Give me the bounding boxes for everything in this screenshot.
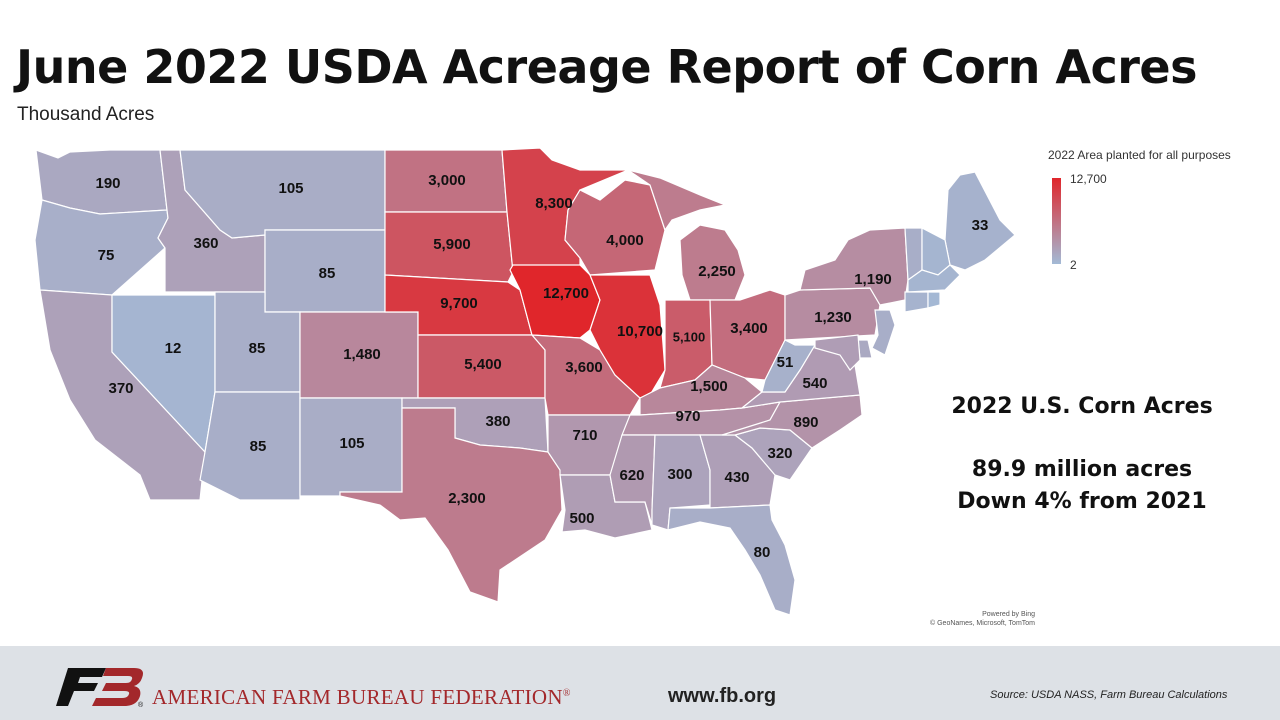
state-label-WA: 190 <box>95 175 120 192</box>
state-label-MO: 3,600 <box>565 359 603 376</box>
source-note: Source: USDA NASS, Farm Bureau Calculati… <box>990 689 1228 701</box>
state-shapes <box>34 147 1016 616</box>
state-TX <box>339 407 563 603</box>
state-label-WY: 85 <box>319 265 336 282</box>
state-MO <box>530 334 641 416</box>
state-label-WV: 51 <box>777 354 794 371</box>
state-label-ND: 3,000 <box>428 172 466 189</box>
legend-min-label: 2 <box>1070 258 1077 272</box>
state-label-TN: 970 <box>675 408 700 425</box>
state-label-AL: 300 <box>667 466 692 483</box>
state-label-OK: 380 <box>485 413 510 430</box>
state-WV <box>761 339 817 393</box>
state-label-FL: 80 <box>754 544 771 561</box>
state-label-MT: 105 <box>278 180 303 197</box>
state-IA <box>509 264 601 339</box>
state-labels: 190 75 370 360 12 105 85 85 85 1,480 105… <box>95 172 988 561</box>
svg-text:®: ® <box>138 701 144 708</box>
summary-change: Down 4% from 2021 <box>957 489 1207 514</box>
map-credit-copyright: © GeoNames, Microsoft, TomTom <box>930 620 1035 627</box>
footer-bar <box>0 646 1280 720</box>
organization-registered-mark: ® <box>562 688 571 699</box>
state-label-AZ: 85 <box>250 438 267 455</box>
state-label-CA: 370 <box>108 380 133 397</box>
state-label-IN: 5,100 <box>673 329 706 344</box>
website-link[interactable]: www.fb.org <box>668 685 777 707</box>
legend-color-scale <box>1052 178 1061 264</box>
state-FL <box>667 504 796 616</box>
us-corn-acreage-map: 190 75 370 360 12 105 85 85 85 1,480 105… <box>34 147 1016 616</box>
farm-bureau-logo-icon: ® <box>56 668 144 708</box>
state-ME <box>944 171 1016 271</box>
state-label-MS: 620 <box>619 467 644 484</box>
state-label-ME: 33 <box>972 217 989 234</box>
page-title: June 2022 USDA Acreage Report of Corn Ac… <box>16 40 1198 94</box>
state-label-OR: 75 <box>98 247 115 264</box>
map-credit-powered-by: Powered by Bing <box>982 611 1035 618</box>
state-label-MI: 2,250 <box>698 263 736 280</box>
state-label-MN: 8,300 <box>535 195 573 212</box>
state-label-LA: 500 <box>569 510 594 527</box>
organization-name: AMERICAN FARM BUREAU FEDERATION® <box>152 685 571 710</box>
state-label-ID: 360 <box>193 235 218 252</box>
page-subtitle: Thousand Acres <box>17 104 155 125</box>
legend-title: 2022 Area planted for all purposes <box>1048 148 1231 162</box>
legend-max-label: 12,700 <box>1070 172 1107 186</box>
state-MI <box>627 169 746 301</box>
state-label-CO: 1,480 <box>343 346 381 363</box>
state-label-WI: 4,000 <box>606 232 644 249</box>
state-label-TX: 2,300 <box>448 490 486 507</box>
state-label-IA: 12,700 <box>543 285 589 302</box>
state-label-SD: 5,900 <box>433 236 471 253</box>
state-SD <box>384 211 514 283</box>
state-NJ <box>871 309 896 356</box>
summary-heading: 2022 U.S. Corn Acres <box>951 394 1213 419</box>
state-label-UT: 85 <box>249 340 266 357</box>
state-label-NM: 105 <box>339 435 364 452</box>
state-CT <box>904 291 929 313</box>
state-RI <box>927 291 941 309</box>
organization-name-text: AMERICAN FARM BUREAU FEDERATION <box>152 685 563 709</box>
state-label-OH: 3,400 <box>730 320 768 337</box>
state-label-AR: 710 <box>572 427 597 444</box>
state-MD <box>814 334 861 371</box>
state-label-GA: 430 <box>724 469 749 486</box>
state-label-SC: 320 <box>767 445 792 462</box>
state-label-IL: 10,700 <box>617 323 663 340</box>
state-label-KY: 1,500 <box>690 378 728 395</box>
state-NC <box>721 394 863 449</box>
state-label-NY: 1,190 <box>854 271 892 288</box>
state-label-NV: 12 <box>165 340 182 357</box>
state-label-VA: 540 <box>802 375 827 392</box>
state-label-NE: 9,700 <box>440 295 478 312</box>
summary-total-acres: 89.9 million acres <box>971 457 1193 482</box>
state-label-PA: 1,230 <box>814 309 852 326</box>
state-label-KS: 5,400 <box>464 356 502 373</box>
state-label-NC: 890 <box>793 414 818 431</box>
